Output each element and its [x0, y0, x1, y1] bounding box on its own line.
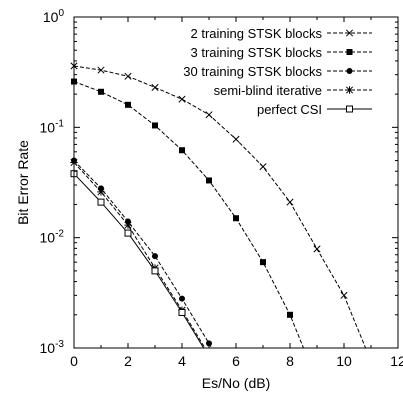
- data-point-square-filled: [346, 49, 353, 55]
- series-line: [73, 65, 367, 349]
- x-marker-stroke: [124, 72, 132, 80]
- y-axis-label: Bit Error Rate: [15, 140, 31, 225]
- legend: 2 training STSK blocks 3 training STSK bl…: [183, 26, 372, 117]
- data-point-square-filled: [152, 122, 158, 129]
- series-line: [73, 173, 205, 349]
- x-tick-label: 2: [124, 353, 132, 369]
- data-point-square-open: [151, 267, 159, 275]
- x-marker-stroke: [313, 245, 321, 253]
- data-point-square-open: [97, 198, 105, 206]
- data-point-square-filled: [233, 215, 239, 222]
- series-0: [70, 62, 367, 349]
- plot-series-group: [70, 62, 367, 349]
- x-tick-label: 12: [390, 353, 403, 369]
- data-point-star-marker: [124, 221, 132, 229]
- data-point-square-open: [124, 229, 132, 237]
- data-point-x-marker: [205, 111, 213, 119]
- data-point-circle-filled: [206, 340, 212, 347]
- legend-item: 3 training STSK blocks: [190, 45, 372, 60]
- y-tick-exponent: -3: [55, 339, 64, 350]
- data-point-x-marker: [178, 95, 186, 103]
- legend-item-label: 2 training STSK blocks: [190, 26, 322, 41]
- data-point-square-open: [346, 105, 353, 113]
- data-point-star-marker: [345, 86, 354, 94]
- data-point-circle-filled: [152, 253, 158, 260]
- legend-item-label: perfect CSI: [257, 102, 322, 117]
- y-tick-label: 10-2: [40, 229, 65, 246]
- legend-item-label: semi-blind iterative: [214, 83, 322, 98]
- legend-item-label: 30 training STSK blocks: [183, 64, 322, 79]
- series-3: [70, 158, 206, 349]
- data-point-x-marker: [124, 72, 132, 80]
- data-point-circle-filled: [179, 295, 185, 302]
- legend-item-label: 3 training STSK blocks: [190, 45, 322, 60]
- data-point-x-marker: [340, 291, 348, 299]
- y-tick-exponent: -2: [55, 229, 64, 240]
- legend-item: perfect CSI: [257, 102, 372, 117]
- data-point-circle-filled: [346, 68, 353, 74]
- y-tick-label: 100: [43, 8, 65, 25]
- series-line: [73, 81, 304, 349]
- data-point-x-marker: [259, 163, 267, 171]
- x-tick-label: 8: [286, 353, 294, 369]
- legend-item: 30 training STSK blocks: [183, 64, 372, 79]
- data-point-x-marker: [345, 29, 354, 37]
- x-marker-stroke: [286, 198, 294, 206]
- data-point-square-open: [178, 308, 186, 316]
- x-axis-label: Es/No (dB): [202, 375, 270, 391]
- series-1: [71, 78, 304, 349]
- data-point-square-filled: [260, 259, 266, 266]
- x-tick-label: 4: [178, 353, 186, 369]
- y-tick-exponent: -1: [55, 118, 64, 129]
- data-point-x-marker: [313, 245, 321, 253]
- x-marker-stroke: [232, 135, 240, 143]
- x-marker-stroke: [345, 29, 354, 37]
- data-point-square-filled: [179, 147, 185, 154]
- data-point-square-filled: [98, 88, 104, 95]
- data-point-x-marker: [232, 135, 240, 143]
- data-point-x-marker: [286, 198, 294, 206]
- legend-item: 2 training STSK blocks: [190, 26, 372, 41]
- x-marker-stroke: [97, 66, 105, 74]
- x-tick-label: 0: [70, 353, 78, 369]
- legend-item: semi-blind iterative: [214, 83, 372, 98]
- y-tick-base: 10: [40, 230, 56, 246]
- data-point-square-filled: [206, 177, 212, 184]
- y-tick-label: 10-3: [40, 339, 65, 356]
- data-point-square-filled: [125, 101, 131, 108]
- series-4: [70, 170, 205, 349]
- x-tick-label: 6: [232, 353, 240, 369]
- data-point-square-filled: [287, 311, 293, 318]
- data-point-star-marker: [97, 188, 105, 196]
- data-point-x-marker: [151, 83, 159, 91]
- y-tick-exponent: 0: [58, 8, 64, 19]
- series-line: [73, 162, 206, 349]
- y-tick-base: 10: [43, 9, 59, 25]
- x-tick-label: 10: [336, 353, 352, 369]
- y-tick-base: 10: [40, 119, 56, 135]
- x-marker-stroke: [178, 95, 186, 103]
- x-marker-stroke: [259, 163, 267, 171]
- x-marker-stroke: [205, 111, 213, 119]
- y-tick-label: 10-1: [40, 118, 65, 135]
- x-marker-stroke: [340, 291, 348, 299]
- y-tick-base: 10: [40, 340, 56, 356]
- x-marker-stroke: [151, 83, 159, 91]
- data-point-x-marker: [97, 66, 105, 74]
